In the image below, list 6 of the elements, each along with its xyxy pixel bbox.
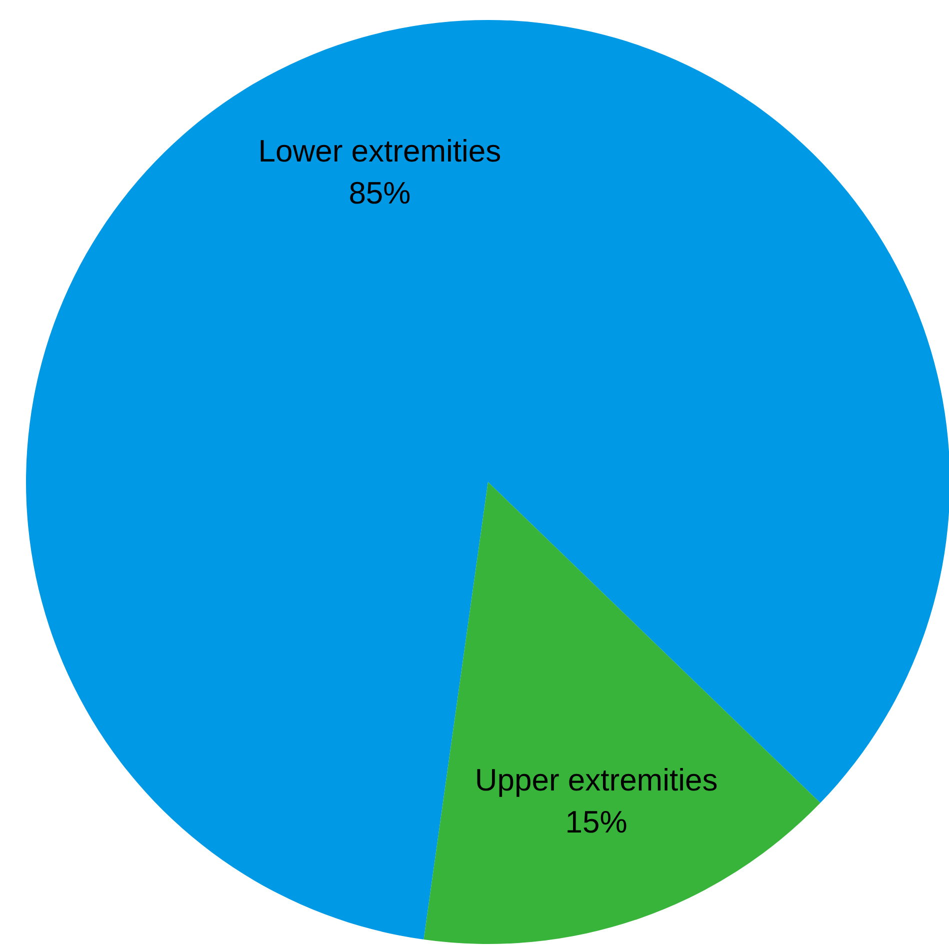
pie-slice [26,20,949,940]
pie-slice [424,482,820,944]
data-label: 15% [565,804,628,840]
slice-label: Lower extremities [258,133,502,168]
data-label: 85% [348,175,411,210]
slice-label: Upper extremities [474,762,718,798]
